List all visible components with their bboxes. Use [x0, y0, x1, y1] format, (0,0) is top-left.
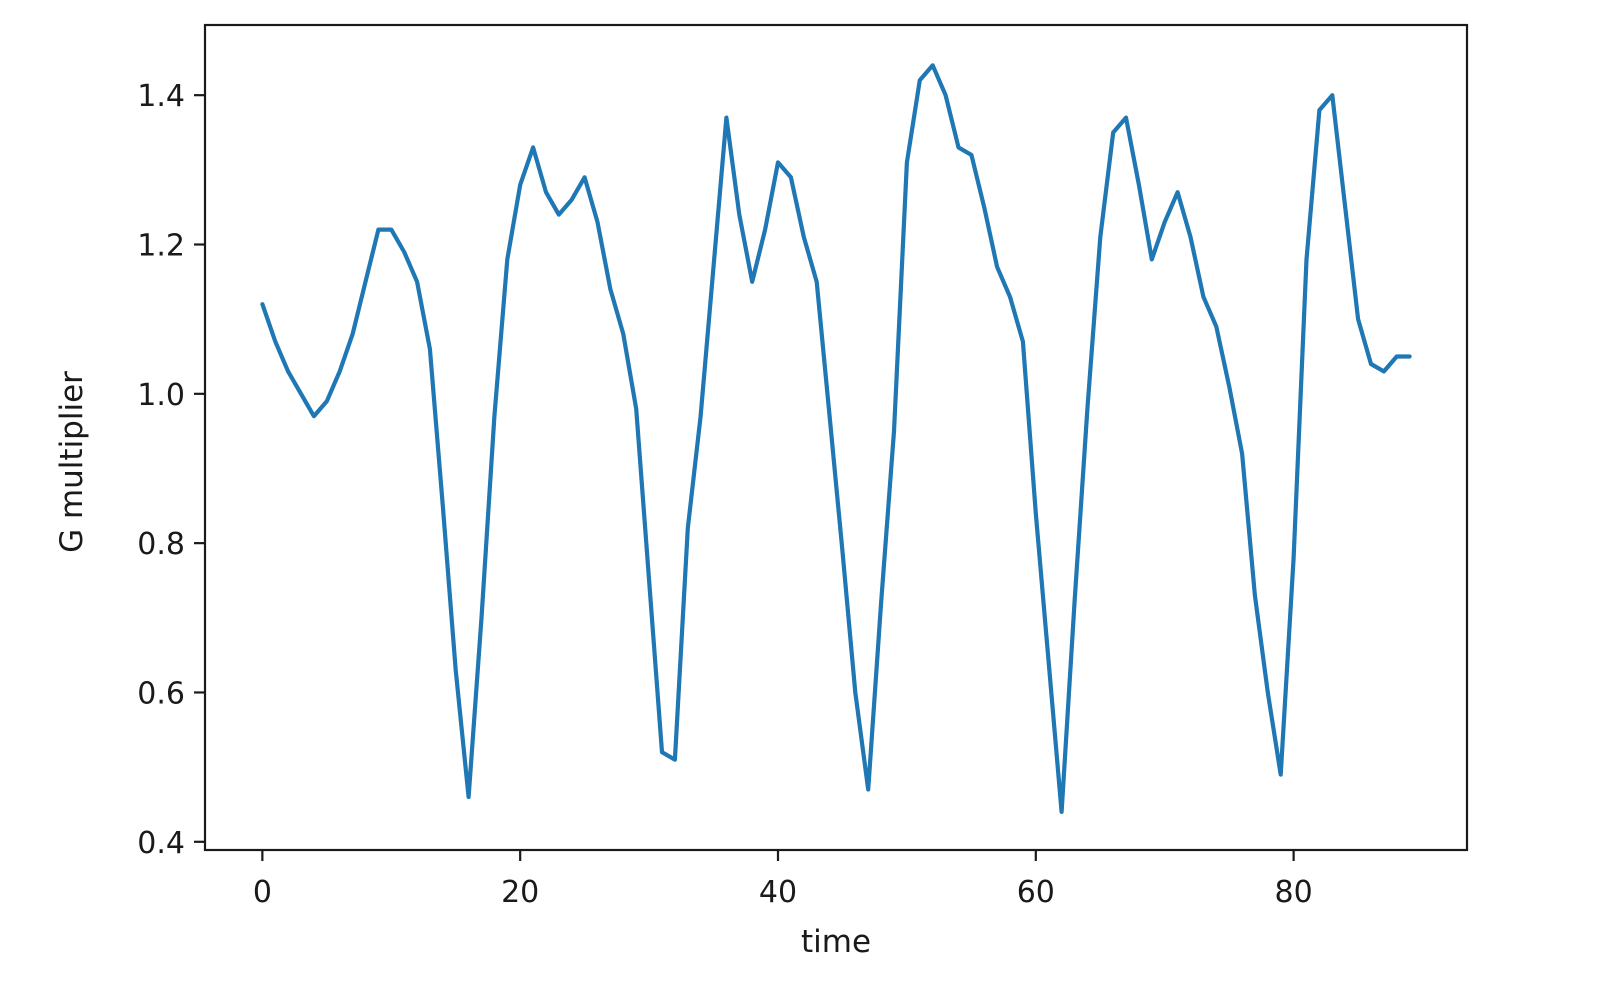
- x-tick-label: 60: [1017, 875, 1055, 910]
- x-tick-label: 40: [759, 875, 797, 910]
- x-tick-label: 0: [253, 875, 272, 910]
- y-tick-label: 0.4: [137, 826, 185, 861]
- y-tick-label: 1.4: [137, 79, 185, 114]
- y-axis-label: G multiplier: [54, 371, 90, 553]
- y-tick-label: 0.8: [137, 527, 185, 562]
- y-tick-label: 0.6: [137, 676, 185, 711]
- y-tick-label: 1.2: [137, 229, 185, 264]
- y-tick-label: 1.0: [137, 378, 185, 413]
- data-line: [260, 63, 1412, 815]
- x-axis-label: time: [800, 924, 872, 960]
- x-tick-label: 20: [501, 875, 539, 910]
- plot-border: [203, 23, 1469, 852]
- x-tick-label: 80: [1275, 875, 1313, 910]
